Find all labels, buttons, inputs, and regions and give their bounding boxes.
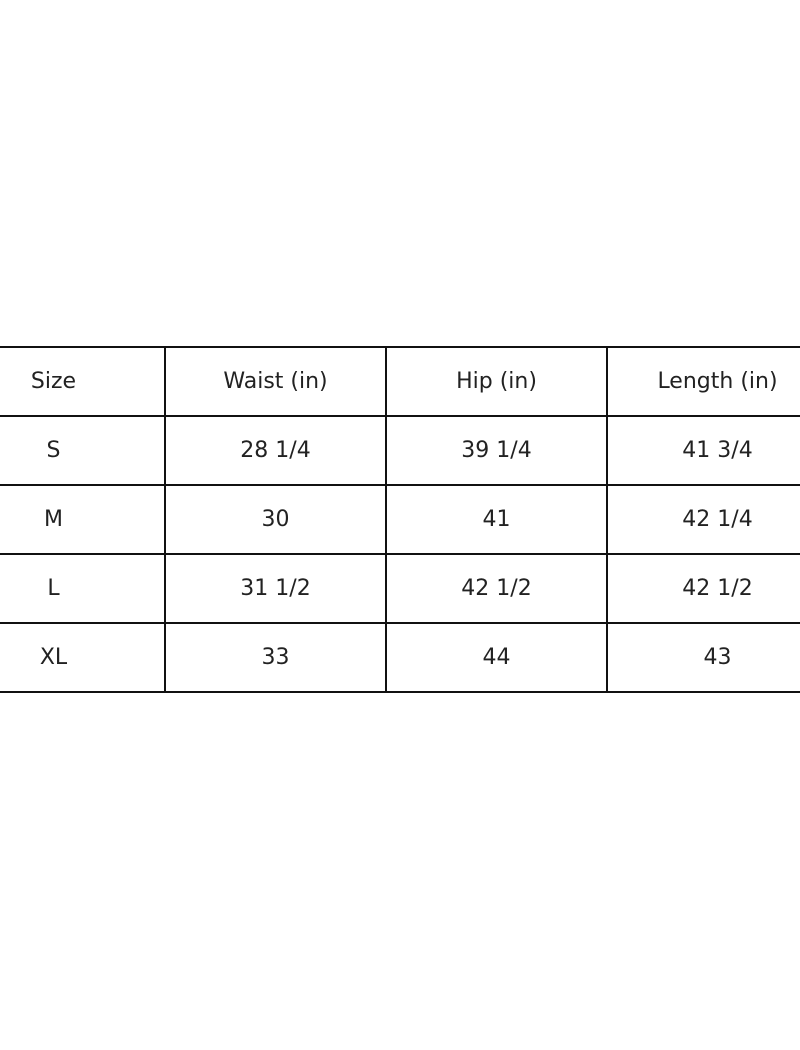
cell-waist: 30 (164, 484, 387, 555)
cell-length: 42 1/4 (606, 484, 800, 555)
header-size: Size (0, 346, 166, 417)
size-chart-table: Size Waist (in) Hip (in) Length (in) S 2… (0, 346, 800, 693)
cell-hip: 44 (385, 622, 608, 693)
cell-size: M (0, 484, 166, 555)
cell-length: 41 3/4 (606, 415, 800, 486)
cell-size: L (0, 553, 166, 624)
cell-hip: 42 1/2 (385, 553, 608, 624)
table-row: L 31 1/2 42 1/2 42 1/2 (0, 553, 800, 624)
table-row: XL 33 44 43 (0, 622, 800, 693)
header-hip: Hip (in) (385, 346, 608, 417)
header-length: Length (in) (606, 346, 800, 417)
cell-waist: 28 1/4 (164, 415, 387, 486)
cell-waist: 33 (164, 622, 387, 693)
cell-waist: 31 1/2 (164, 553, 387, 624)
cell-length: 42 1/2 (606, 553, 800, 624)
header-row: Size Waist (in) Hip (in) Length (in) (0, 346, 800, 417)
header-waist: Waist (in) (164, 346, 387, 417)
cell-hip: 39 1/4 (385, 415, 608, 486)
cell-hip: 41 (385, 484, 608, 555)
table-row: S 28 1/4 39 1/4 41 3/4 (0, 415, 800, 486)
table-row: M 30 41 42 1/4 (0, 484, 800, 555)
cell-size: S (0, 415, 166, 486)
cell-length: 43 (606, 622, 800, 693)
cell-size: XL (0, 622, 166, 693)
